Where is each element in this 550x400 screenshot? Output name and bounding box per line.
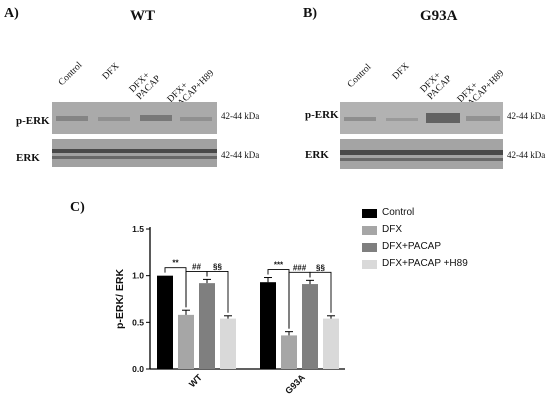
legend-swatch-dfx-pacap-h89	[362, 260, 377, 269]
bar-wt-1	[178, 314, 194, 369]
row-label-perk-a: p-ERK	[16, 115, 50, 127]
significance-label: **	[172, 259, 179, 268]
kda-label-erk-a: 42-44 kDa	[221, 150, 260, 160]
western-blot-perk-wt	[52, 102, 217, 134]
legend-label-control: Control	[382, 207, 415, 218]
panel-b-title: G93A	[420, 8, 458, 24]
legend-swatch-control	[362, 209, 377, 218]
significance-label: §§	[316, 263, 325, 272]
y-tick-label: 1.0	[132, 271, 144, 281]
significance-label: ###	[293, 263, 307, 272]
western-blot-erk-wt	[52, 139, 217, 167]
panel-a-title: WT	[130, 8, 156, 24]
legend-label-dfx-pacap: DFX+PACAP	[382, 241, 441, 252]
y-tick-label: 0.0	[132, 364, 144, 374]
y-tick-label: 1.5	[132, 224, 144, 234]
significance-label: §§	[213, 262, 222, 271]
row-label-erk-a: ERK	[16, 152, 40, 164]
panel-a-label: A)	[4, 6, 19, 21]
row-label-erk-b: ERK	[305, 149, 329, 161]
kda-label-perk-a: 42-44 kDa	[221, 111, 260, 121]
kda-label-erk-b: 42-44 kDa	[507, 150, 546, 160]
significance-bracket	[309, 271, 332, 313]
bar-g93a-3	[323, 318, 339, 369]
row-label-perk-b: p-ERK	[305, 109, 339, 121]
western-blot-perk-g93a	[340, 102, 503, 134]
bar-wt-2	[199, 283, 215, 369]
bar-wt-0	[157, 275, 173, 369]
blot-bands-perk-g93a	[340, 102, 503, 134]
legend-label-dfx: DFX	[382, 224, 402, 235]
panel-c-label: C)	[70, 200, 85, 215]
significance-bracket	[206, 270, 229, 313]
legend-label-dfx-pacap-h89: DFX+PACAP +H89	[382, 258, 468, 269]
y-tick-label: 0.5	[132, 317, 144, 327]
legend-swatch-dfx	[362, 226, 377, 235]
legend-swatch-dfx-pacap	[362, 243, 377, 252]
y-axis-label: p-ERK/ ERK	[114, 269, 126, 330]
panel-b-label: B)	[303, 6, 317, 21]
western-blot-erk-g93a	[340, 139, 503, 169]
x-tick-label: G93A	[283, 372, 307, 396]
x-tick-label: WT	[187, 372, 204, 389]
bar-g93a-0	[260, 282, 276, 369]
blot-bands-erk-g93a	[340, 139, 503, 169]
bar-wt-3	[220, 318, 236, 369]
bar-g93a-2	[302, 284, 318, 369]
significance-label: ***	[274, 261, 284, 270]
blot-bands-perk-wt	[52, 102, 217, 134]
bar-g93a-1	[281, 335, 297, 369]
blot-bands-erk-wt	[52, 139, 217, 167]
kda-label-perk-b: 42-44 kDa	[507, 111, 546, 121]
significance-label: ##	[192, 262, 201, 271]
